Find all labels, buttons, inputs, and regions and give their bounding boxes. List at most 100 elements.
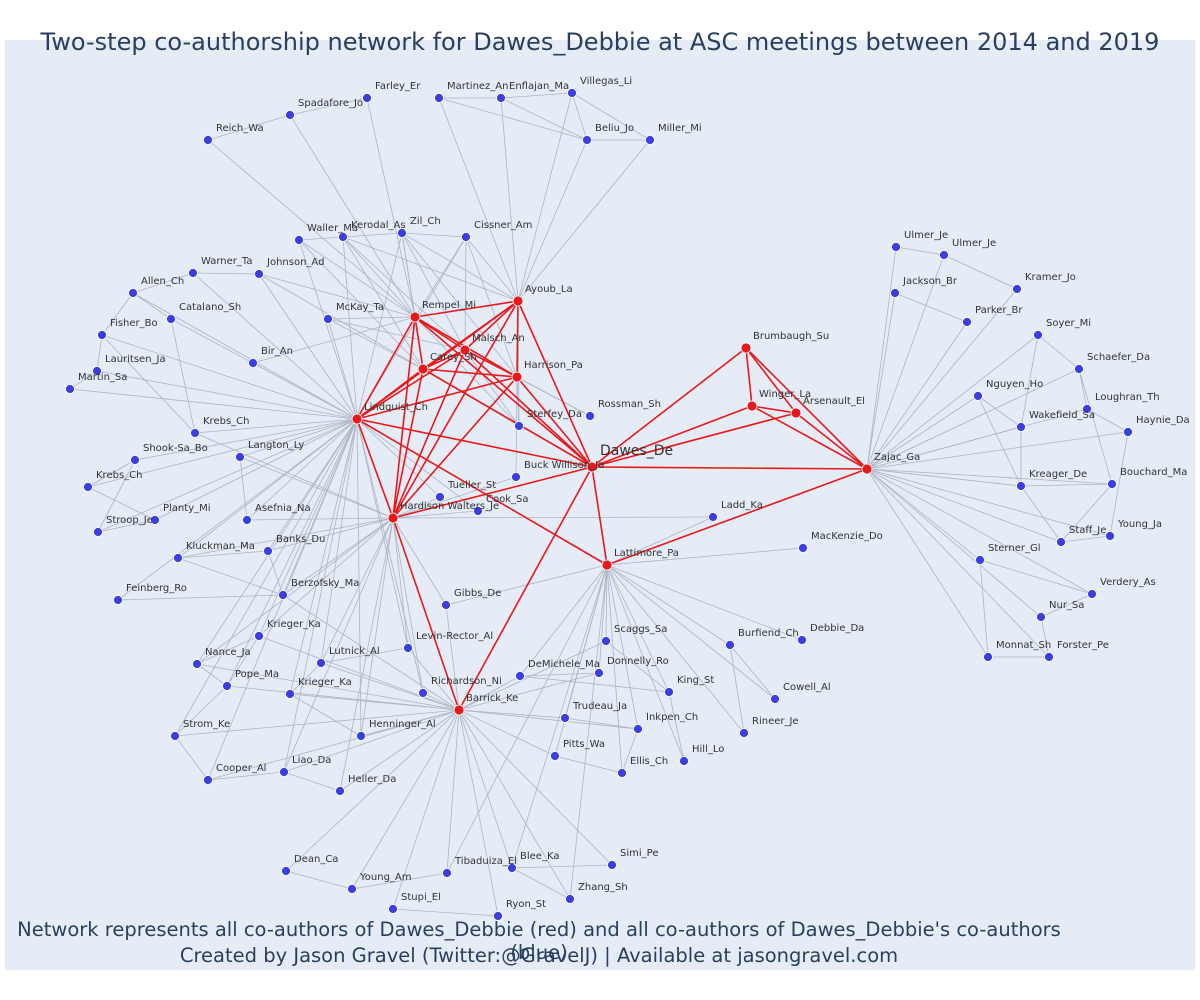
edge-secondary [97,459,136,533]
node-label: Levin-Rector_Al [416,631,493,642]
edge-secondary [69,370,98,390]
node-label: Lindquist_Ch [364,402,428,413]
secondary-node [278,590,288,600]
edge-primary [751,405,797,414]
edge-secondary [606,547,804,566]
node-label: Krieger_Ka [298,677,352,688]
edge-secondary [339,517,394,792]
edge-secondary [289,97,368,116]
node-label: Nance_Ja [205,647,251,658]
secondary-node [188,268,198,278]
edge-secondary [1020,483,1113,487]
edge-secondary [342,236,424,370]
edge-secondary [258,635,460,711]
node-label: Pope_Ma [235,669,279,680]
node-label: Stroop_Je [106,515,153,526]
edge-secondary [298,239,358,420]
node-label: Asefnia_Na [255,503,311,514]
edge-secondary [392,516,714,519]
edge-primary [422,349,466,370]
edge-secondary [194,418,358,434]
node-label: Gibbs_De [454,588,501,599]
edge-secondary [97,519,156,533]
edge-secondary [298,236,344,241]
node-label: Zajac_Ga [874,452,920,463]
node-label: Parker_Br [975,305,1023,316]
edge-secondary [207,114,291,141]
secondary-node [1105,531,1115,541]
edge-secondary [979,559,989,658]
edge-primary [606,468,868,566]
node-label: Ayoub_La [525,284,573,295]
edge-secondary [569,564,608,900]
edge-secondary [196,418,358,665]
edge-secondary [511,564,608,869]
node-label: Cowell_Al [783,682,831,693]
edge-primary [414,300,519,318]
edge-secondary [351,872,448,890]
secondary-node [514,421,524,431]
secondary-node [113,595,123,605]
edge-secondary [342,236,358,420]
edge-secondary [554,755,623,774]
primary-node [861,463,873,475]
edge-secondary [606,564,803,641]
secondary-node [565,894,575,904]
edge-secondary [866,468,981,561]
primary-node [790,407,802,419]
edge-secondary [519,564,608,677]
edge-secondary [134,418,358,461]
node-label: Barrick_Ke [466,693,518,704]
edge-secondary [174,418,358,737]
secondary-node [93,527,103,537]
node-label: Simi_Pe [620,848,658,859]
edge-secondary [438,97,588,141]
node-label: Cooper_Al [216,763,266,774]
node-label: Enflajan_Ma [509,81,569,92]
secondary-node [1087,589,1097,599]
secondary-node [242,515,252,525]
edge-secondary [500,97,519,302]
secondary-node [254,631,264,641]
secondary-node [560,713,570,723]
edge-secondary [866,426,1022,470]
edge-secondary [320,517,394,664]
edge-secondary [258,273,358,420]
node-label: Planty_Mi [163,503,211,514]
secondary-node [939,250,949,260]
node-label: Schaefer_Da [1087,352,1150,363]
node-label: Martin_Sa [78,372,127,383]
edge-secondary [101,334,358,420]
edge-secondary [401,232,466,351]
secondary-node [739,728,749,738]
node-label: Martinez_An [447,81,508,92]
node-label: Donnelly_Ro [607,656,669,667]
edge-secondary [1078,368,1088,410]
edge-primary [591,412,797,468]
edge-secondary [289,114,416,318]
edge-secondary [392,908,499,917]
node-label: Young_Ja [1117,519,1162,530]
node-label: Monnat_Sh [996,640,1051,651]
edge-secondary [132,292,172,320]
edge-secondary [606,564,670,693]
node-label: Malsch_An [472,333,525,344]
node-label: Lattimore_Pa [614,548,679,559]
edge-secondary [298,239,416,318]
node-label: Jackson_Br [902,276,958,287]
edge-secondary [401,232,519,302]
edge-primary [414,316,424,370]
node-label: Kreager_De [1029,469,1087,480]
edge-secondary [866,246,897,470]
node-label: MacKenzie_Do [811,531,883,542]
edge-secondary [342,236,466,351]
edge-secondary [351,709,460,890]
edge-secondary [132,272,194,294]
edge-secondary [392,517,447,606]
secondary-node [1016,422,1026,432]
edge-secondary [458,709,513,869]
edge-secondary [605,564,608,642]
edge-secondary [943,254,1018,290]
edge-primary [422,300,519,370]
edge-secondary [356,232,403,420]
